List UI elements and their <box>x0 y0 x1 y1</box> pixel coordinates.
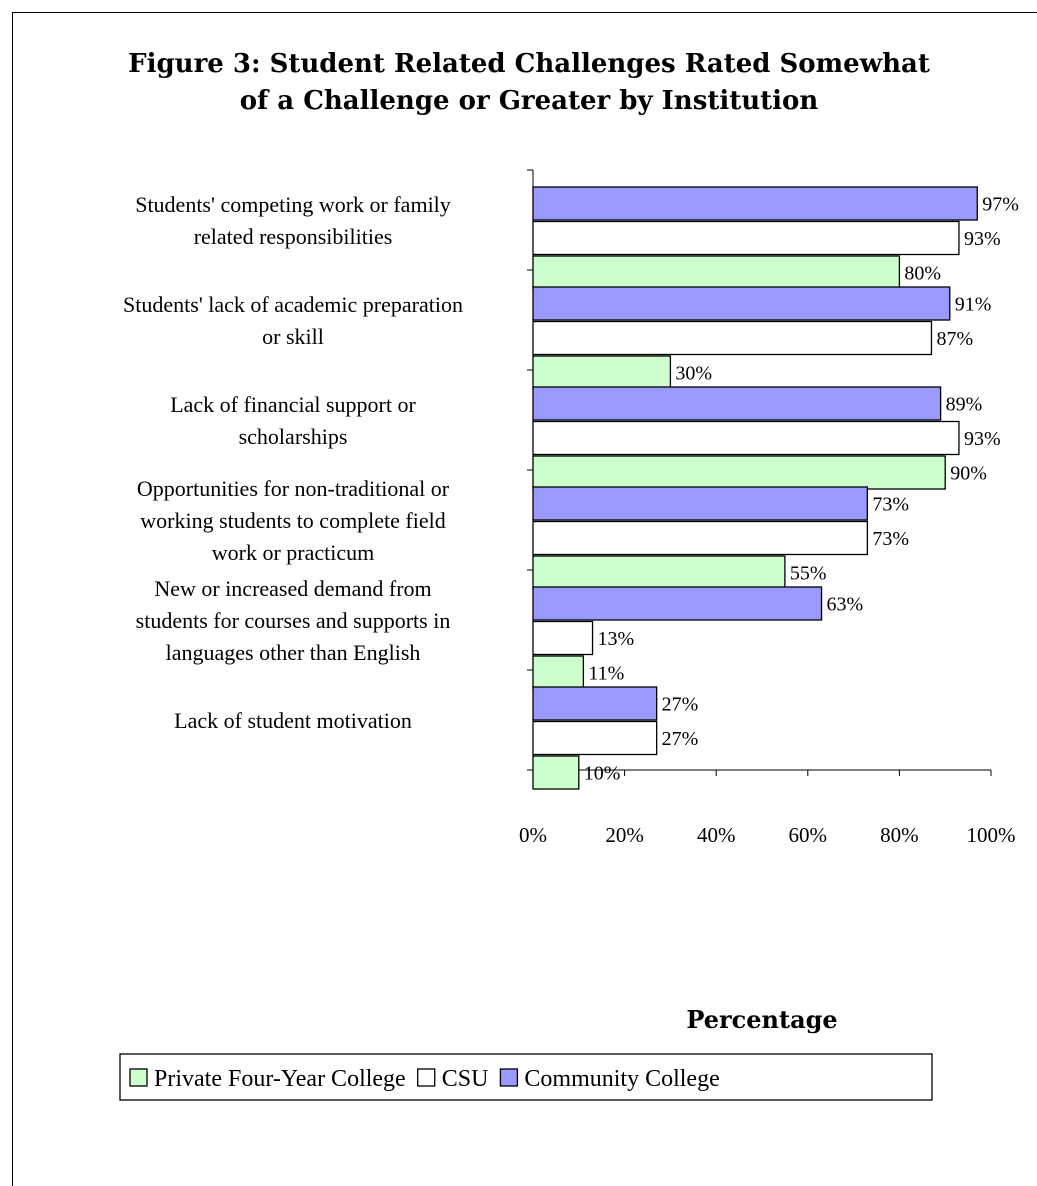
bar <box>532 586 823 621</box>
legend-label: Community College <box>524 1066 719 1092</box>
value-label: 63% <box>827 594 864 616</box>
value-label: 93% <box>964 228 1001 250</box>
plot-area: 0% 20% 40% 60% 80% 100% 97% 93% 80% Students' com… <box>123 169 1019 847</box>
bar <box>532 455 946 490</box>
value-label: 55% <box>790 563 827 585</box>
legend-swatch <box>129 1068 148 1087</box>
x-tick-label: 0% <box>519 823 547 847</box>
category-label: Opportunities for non-traditional or <box>137 476 450 501</box>
value-label: 30% <box>675 363 712 385</box>
legend-swatch <box>499 1068 519 1087</box>
bar <box>532 520 868 556</box>
legend-label: Private Four-Year College <box>154 1066 406 1092</box>
value-label: 11% <box>588 663 624 685</box>
value-label: 10% <box>584 763 621 785</box>
x-tick-label: 80% <box>880 823 919 847</box>
chart-title-line-2: of a Challenge or Greater by Institution <box>240 86 819 116</box>
value-label: 93% <box>964 428 1001 450</box>
category-label: Students' lack of academic preparation <box>123 292 463 317</box>
value-label: 89% <box>946 394 983 416</box>
category-label: related responsibilities <box>194 224 393 249</box>
bar <box>532 620 594 656</box>
legend-box <box>119 1053 933 1101</box>
bar <box>532 355 672 390</box>
category-label: Lack of financial support or <box>170 392 416 417</box>
value-label: 87% <box>936 328 973 350</box>
category-label: languages other than English <box>166 640 421 665</box>
category-label: students for courses and supports in <box>136 608 451 633</box>
chart-frame <box>12 12 1037 1186</box>
x-axis-label: Percentage <box>686 1005 837 1034</box>
bar <box>532 686 658 721</box>
bar <box>532 386 942 421</box>
chart-title-line-1: Figure 3: Student Related Challenges Rat… <box>128 49 930 79</box>
value-label: 27% <box>662 694 699 716</box>
legend-swatch <box>417 1068 436 1087</box>
value-label: 73% <box>872 528 909 550</box>
x-tick-label: 60% <box>789 823 828 847</box>
bar <box>532 220 960 256</box>
category-label: New or increased demand from <box>154 576 431 601</box>
value-label: 27% <box>662 728 699 750</box>
legend-label: CSU <box>442 1066 489 1092</box>
x-tick-label: 40% <box>697 823 736 847</box>
value-label: 13% <box>598 628 635 650</box>
bar <box>532 720 658 756</box>
category-label: Students' competing work or family <box>135 192 451 217</box>
value-label: 73% <box>872 494 909 516</box>
category-label: working students to complete field <box>140 508 446 533</box>
bar <box>532 286 951 321</box>
value-label: 90% <box>950 463 987 485</box>
bar <box>532 420 960 456</box>
legend: Private Four-Year College CSU Community Co… <box>119 1053 933 1101</box>
bar <box>532 555 786 590</box>
bar <box>532 255 901 290</box>
x-tick-label: 100% <box>967 823 1016 847</box>
bar <box>532 186 978 221</box>
category-label: work or practicum <box>212 540 375 565</box>
x-tick-label: 20% <box>605 823 644 847</box>
bar <box>532 320 933 356</box>
bar <box>532 755 580 790</box>
value-label: 80% <box>904 263 941 285</box>
bar <box>532 655 585 690</box>
value-label: 91% <box>955 294 992 316</box>
bar <box>532 486 868 521</box>
category-label: scholarships <box>239 424 348 449</box>
category-label: Lack of student motivation <box>174 708 412 733</box>
category-label: or skill <box>262 324 324 349</box>
value-label: 97% <box>982 194 1019 216</box>
